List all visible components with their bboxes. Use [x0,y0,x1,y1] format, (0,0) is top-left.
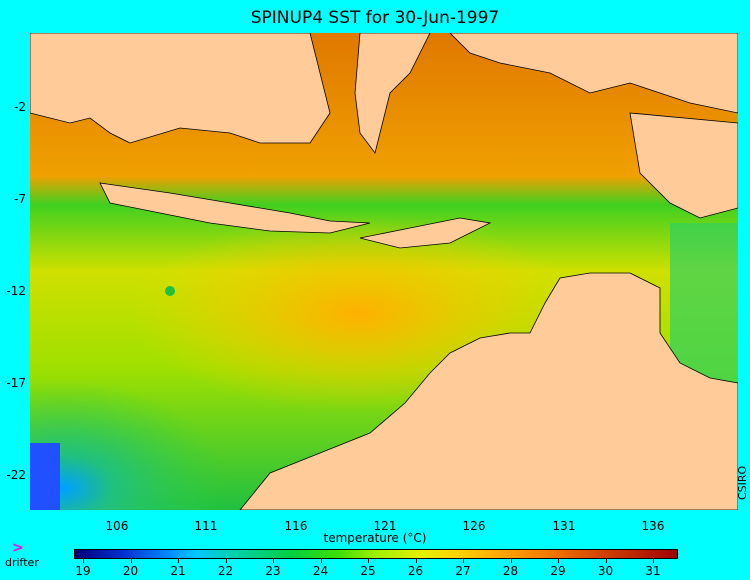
colorbar-tick-label: 25 [360,564,376,578]
sst-map [30,33,738,510]
x-tick-label: 111 [194,519,218,533]
colorbar [74,549,678,559]
land-borneo [30,33,331,144]
colorbar-tick-label: 22 [217,564,234,578]
colorbar-tick [463,558,464,563]
colorbar-tick [320,558,322,563]
x-tick-label: 116 [284,519,308,533]
x-tick-label: 136 [641,519,665,533]
colorbar-tick-label: 26 [407,564,424,578]
colorbar-tick [605,558,607,563]
map-title: SPINUP4 SST for 30-Jun-1997 [250,8,500,28]
y-tick-label: -7 [14,192,26,206]
colorbar-tick [558,558,559,563]
y-tick-label: -22 [6,468,26,482]
colorbar-tick-label: 23 [265,564,281,578]
eddy-feature [165,286,175,296]
x-tick-label: 121 [373,519,397,533]
land-north-east [449,33,738,114]
colorbar-tick-label: 21 [170,564,186,578]
land-new-guinea [629,112,738,219]
land-timor [359,217,492,249]
cool-southwest-deep [30,443,60,510]
y-tick-label: -17 [6,376,26,390]
colorbar-tick-label: 31 [645,564,661,578]
colorbar-tick [178,558,179,563]
x-tick-label: 126 [462,519,486,533]
colorbar-tick [510,558,512,563]
colorbar-tick-label: 20 [122,564,139,578]
colorbar-tick-label: 28 [502,564,519,578]
x-tick-label: 131 [552,519,576,533]
drifter-icon: > [12,540,24,556]
colorbar-tick-label: 30 [597,564,614,578]
colorbar-title: temperature (°C) [323,531,427,545]
colorbar-tick [415,558,417,563]
colorbar-tick [368,558,369,563]
y-tick-label: -12 [6,284,26,298]
colorbar-tick-label: 27 [455,564,471,578]
colorbar-tick [273,558,274,563]
colorbar-tick [83,558,84,563]
land-java [99,182,371,234]
credit-label: CSIRO [736,465,749,500]
y-tick-label: -2 [14,100,26,114]
x-tick-label: 106 [105,519,129,533]
colorbar-tick [130,558,132,563]
colorbar-tick-label: 29 [550,564,566,578]
land-australia [239,272,738,510]
colorbar-tick-label: 24 [312,564,329,578]
drifter-label: drifter [5,556,39,569]
colorbar-tick [653,558,654,563]
land-sulawesi [354,33,431,154]
colorbar-tick [225,558,227,563]
colorbar-tick-label: 19 [75,564,91,578]
